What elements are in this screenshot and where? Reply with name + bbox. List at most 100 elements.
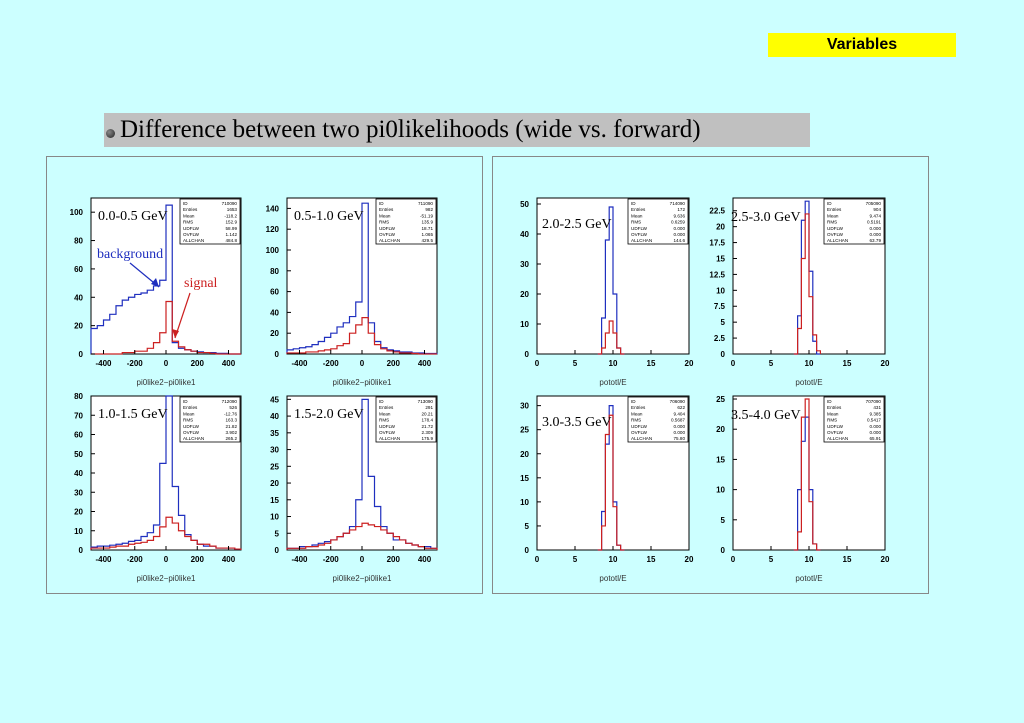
stats-key: Entries	[183, 405, 198, 410]
series-background	[286, 202, 438, 355]
stats-value: 714090	[670, 201, 686, 206]
stats-value: 9.404	[674, 411, 686, 416]
stats-key: OVFLW	[827, 232, 844, 237]
stats-key: ALLCHAN	[183, 436, 204, 441]
stats-key: UDFLW	[183, 424, 200, 429]
stats-value: 705090	[866, 201, 882, 206]
y-tick-label: 20	[716, 223, 725, 232]
energy-range-label: 2.5-3.0 GeV	[731, 210, 801, 225]
stats-key: Entries	[379, 207, 394, 212]
x-tick-label: 5	[769, 555, 774, 564]
x-tick-label: 20	[881, 555, 890, 564]
y-tick-label: 15	[520, 474, 529, 483]
stats-key: ID	[827, 201, 832, 206]
stats-key: ALLCHAN	[379, 436, 400, 441]
stats-value: 9.385	[870, 411, 882, 416]
stats-value: 706090	[670, 399, 686, 404]
y-tick-label: 100	[266, 246, 280, 255]
stats-key: OVFLW	[631, 430, 648, 435]
stats-key: RMS	[183, 220, 193, 225]
x-tick-label: 20	[685, 359, 694, 368]
stats-box	[179, 198, 241, 245]
x-tick-label: 10	[805, 359, 814, 368]
y-tick-label: 5	[525, 522, 530, 531]
histogram-plot: -400 -200 0 200 400 0 5 10 15 20 25 30 35 40 45 pi0like…	[270, 395, 438, 583]
stats-key: Mean	[631, 411, 643, 416]
x-tick-label: 200	[191, 359, 205, 368]
stats-key: Entries	[183, 207, 198, 212]
stats-value: 0.000	[870, 424, 882, 429]
stats-key: UDFLW	[631, 226, 648, 231]
series-background	[793, 200, 821, 355]
stats-key: ID	[631, 399, 636, 404]
stats-key: OVFLW	[631, 232, 648, 237]
x-tick-label: 20	[881, 359, 890, 368]
x-tick-label: 15	[647, 555, 656, 564]
y-tick-label: 10	[716, 286, 725, 295]
signal-arrow	[174, 292, 191, 339]
y-tick-label: 0	[721, 350, 726, 359]
x-tick-label: 15	[843, 359, 852, 368]
y-tick-label: 0	[525, 546, 530, 555]
variables-badge: Variables	[768, 33, 956, 57]
stats-box	[375, 198, 437, 245]
x-axis-label: pi0like2−pi0like1	[137, 574, 196, 583]
stats-value: 622	[677, 405, 685, 410]
y-tick-label: 80	[270, 267, 279, 276]
stats-box	[627, 198, 689, 245]
y-tick-label: 30	[520, 402, 529, 411]
stats-key: OVFLW	[183, 232, 200, 237]
stats-key: OVFLW	[827, 430, 844, 435]
stats-value: 0.000	[870, 226, 882, 231]
y-tick-label: 40	[270, 308, 279, 317]
x-tick-label: 20	[685, 555, 694, 564]
stats-value: 20.21	[422, 411, 434, 416]
stats-key: RMS	[379, 220, 389, 225]
stats-key: RMS	[827, 418, 837, 423]
stats-value: 0.000	[674, 226, 686, 231]
y-tick-label: 10	[716, 486, 725, 495]
series-signal	[793, 398, 821, 551]
stats-value: -118.2	[224, 213, 237, 218]
y-tick-label: 40	[520, 230, 529, 239]
stats-value: 0.000	[870, 430, 882, 435]
background-annotation: background	[97, 247, 163, 262]
stats-key: ALLCHAN	[631, 436, 652, 441]
x-tick-label: 400	[418, 359, 432, 368]
y-tick-label: 25	[520, 426, 529, 435]
stats-value: 982	[425, 207, 433, 212]
stats-value: 711090	[418, 201, 433, 206]
y-tick-label: 20	[716, 425, 725, 434]
stats-value: 75.80	[674, 436, 686, 441]
y-tick-label: 50	[520, 200, 529, 209]
bullet-icon	[106, 128, 115, 138]
x-tick-label: 5	[573, 359, 578, 368]
series-signal	[793, 213, 821, 355]
y-tick-label: 0	[275, 350, 280, 359]
y-tick-label: 40	[74, 469, 83, 478]
stats-value: 484.8	[226, 238, 238, 243]
stats-key: Mean	[183, 411, 195, 416]
y-tick-label: 5	[721, 318, 726, 327]
x-tick-label: -400	[291, 555, 308, 564]
x-tick-label: 10	[609, 359, 618, 368]
signal-annotation: signal	[184, 276, 218, 291]
y-tick-label: 17.5	[709, 239, 725, 248]
stats-value: 63.79	[870, 238, 882, 243]
stats-value: 18.71	[422, 226, 434, 231]
y-tick-label: 140	[266, 204, 280, 213]
stats-key: OVFLW	[379, 232, 396, 237]
stats-value: 0.000	[674, 430, 686, 435]
y-tick-label: 70	[74, 411, 83, 420]
stats-value: 144.6	[674, 238, 686, 243]
x-tick-label: 200	[387, 555, 401, 564]
stats-value: 9.474	[870, 213, 882, 218]
stats-key: ALLCHAN	[827, 436, 848, 441]
histogram-plot: -400 -200 0 200 400 0 10 20 30 40 50 60 70 80 pi0like2…	[74, 392, 242, 583]
y-tick-label: 20	[74, 508, 83, 517]
x-tick-label: 15	[647, 359, 656, 368]
y-tick-label: 15	[716, 455, 725, 464]
stats-key: RMS	[631, 418, 641, 423]
x-tick-label: 200	[387, 359, 401, 368]
stats-key: Entries	[631, 405, 646, 410]
